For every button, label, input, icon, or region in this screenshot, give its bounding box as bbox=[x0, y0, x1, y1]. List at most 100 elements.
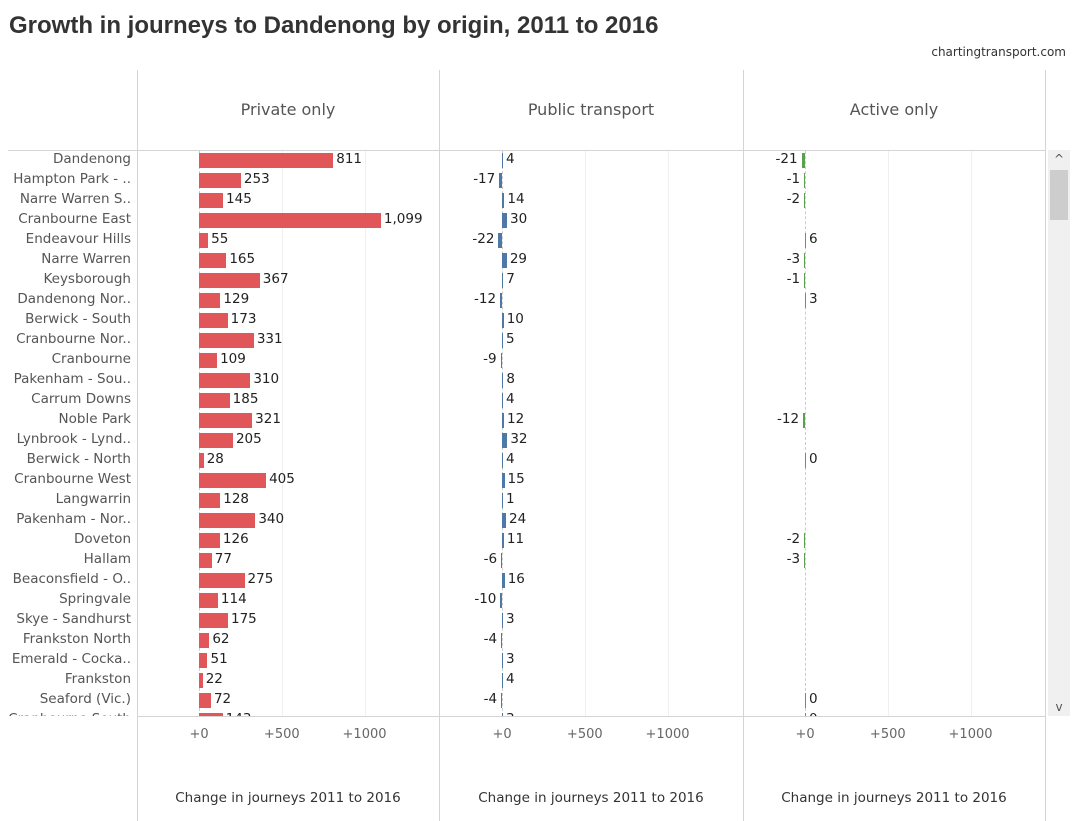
bar[interactable] bbox=[500, 293, 503, 308]
bar[interactable] bbox=[199, 433, 233, 448]
bar[interactable] bbox=[199, 353, 218, 368]
bar[interactable] bbox=[499, 173, 503, 188]
scroll-up-icon[interactable]: ^ bbox=[1053, 152, 1065, 166]
bar[interactable] bbox=[502, 313, 504, 328]
bar[interactable] bbox=[199, 473, 267, 488]
bar[interactable] bbox=[502, 713, 504, 716]
bar[interactable] bbox=[199, 553, 212, 568]
data-label: -22 bbox=[472, 231, 495, 247]
bar[interactable] bbox=[805, 293, 807, 308]
bar[interactable] bbox=[502, 613, 504, 628]
bar[interactable] bbox=[803, 413, 806, 428]
category-label: Narre Warren S.. bbox=[19, 191, 131, 207]
data-label: -12 bbox=[474, 291, 497, 307]
gridline bbox=[970, 151, 972, 716]
bar[interactable] bbox=[199, 213, 381, 228]
bar[interactable] bbox=[199, 193, 224, 208]
bar[interactable] bbox=[502, 333, 504, 348]
bar[interactable] bbox=[502, 373, 504, 388]
bar[interactable] bbox=[199, 413, 253, 428]
bar[interactable] bbox=[805, 713, 807, 716]
bar[interactable] bbox=[199, 273, 260, 288]
bar[interactable] bbox=[500, 593, 503, 608]
axis-divider bbox=[137, 716, 1046, 717]
bar[interactable] bbox=[501, 633, 503, 648]
bar[interactable] bbox=[199, 713, 223, 716]
bar[interactable] bbox=[804, 273, 806, 288]
bar[interactable] bbox=[502, 573, 505, 588]
bar[interactable] bbox=[199, 253, 227, 268]
bar[interactable] bbox=[502, 193, 505, 208]
bar[interactable] bbox=[199, 393, 230, 408]
bar[interactable] bbox=[199, 313, 228, 328]
bar[interactable] bbox=[199, 333, 254, 348]
bar[interactable] bbox=[502, 653, 504, 668]
gridline bbox=[667, 151, 669, 716]
bar[interactable] bbox=[502, 513, 507, 528]
bar[interactable] bbox=[501, 553, 503, 568]
bar[interactable] bbox=[199, 493, 221, 508]
bar[interactable] bbox=[805, 693, 807, 708]
bar[interactable] bbox=[502, 433, 508, 448]
bar[interactable] bbox=[804, 193, 806, 208]
category-label: Lynbrook - Lynd.. bbox=[16, 431, 131, 447]
bar[interactable] bbox=[502, 213, 507, 228]
data-label: 72 bbox=[213, 691, 232, 707]
bar[interactable] bbox=[199, 693, 211, 708]
bar[interactable] bbox=[199, 673, 203, 688]
vertical-scrollbar[interactable]: ^ v bbox=[1048, 150, 1070, 716]
bar[interactable] bbox=[199, 173, 241, 188]
category-label: Frankston bbox=[64, 671, 131, 687]
data-label: 8 bbox=[506, 371, 515, 387]
category-label: Cranbourne Nor.. bbox=[16, 331, 131, 347]
data-label: 24 bbox=[509, 511, 527, 527]
data-label: 3 bbox=[809, 291, 818, 307]
chart-title: Growth in journeys to Dandenong by origi… bbox=[9, 12, 659, 39]
x-tick-label: +0 bbox=[795, 727, 815, 742]
category-label: Frankston North bbox=[22, 631, 131, 647]
bar[interactable] bbox=[805, 233, 807, 248]
bar[interactable] bbox=[501, 693, 503, 708]
bar[interactable] bbox=[502, 473, 505, 488]
bar[interactable] bbox=[502, 533, 504, 548]
scroll-down-icon[interactable]: v bbox=[1055, 700, 1063, 714]
data-label: 405 bbox=[269, 471, 295, 487]
bar[interactable] bbox=[804, 173, 806, 188]
bar[interactable] bbox=[199, 593, 218, 608]
bar[interactable] bbox=[805, 453, 807, 468]
category-label: Berwick - South bbox=[25, 311, 131, 327]
bar[interactable] bbox=[199, 293, 221, 308]
bar[interactable] bbox=[199, 633, 210, 648]
bar[interactable] bbox=[199, 613, 228, 628]
x-axis-title-active: Change in journeys 2011 to 2016 bbox=[781, 790, 1007, 806]
bar[interactable] bbox=[502, 273, 504, 288]
bar[interactable] bbox=[199, 373, 251, 388]
bar[interactable] bbox=[502, 453, 504, 468]
bar[interactable] bbox=[502, 673, 504, 688]
bar[interactable] bbox=[502, 253, 507, 268]
bar[interactable] bbox=[502, 493, 504, 508]
data-label: 3 bbox=[506, 711, 515, 716]
bar[interactable] bbox=[199, 453, 204, 468]
bar[interactable] bbox=[498, 233, 503, 248]
bar[interactable] bbox=[804, 533, 806, 548]
bar[interactable] bbox=[199, 653, 208, 668]
bar[interactable] bbox=[199, 533, 220, 548]
bar[interactable] bbox=[502, 153, 504, 168]
bar[interactable] bbox=[502, 413, 505, 428]
bar[interactable] bbox=[199, 153, 334, 168]
scrollbar-thumb[interactable] bbox=[1050, 170, 1068, 220]
bar[interactable] bbox=[199, 513, 256, 528]
bar[interactable] bbox=[804, 253, 806, 268]
header-divider bbox=[8, 150, 1046, 151]
bar[interactable] bbox=[199, 233, 209, 248]
data-label: 14 bbox=[507, 191, 525, 207]
bar[interactable] bbox=[500, 353, 503, 368]
bar[interactable] bbox=[804, 553, 806, 568]
bar[interactable] bbox=[199, 573, 245, 588]
data-label: 16 bbox=[507, 571, 525, 587]
bar[interactable] bbox=[502, 393, 504, 408]
bar[interactable] bbox=[801, 153, 806, 168]
x-tick-label: +0 bbox=[492, 727, 512, 742]
